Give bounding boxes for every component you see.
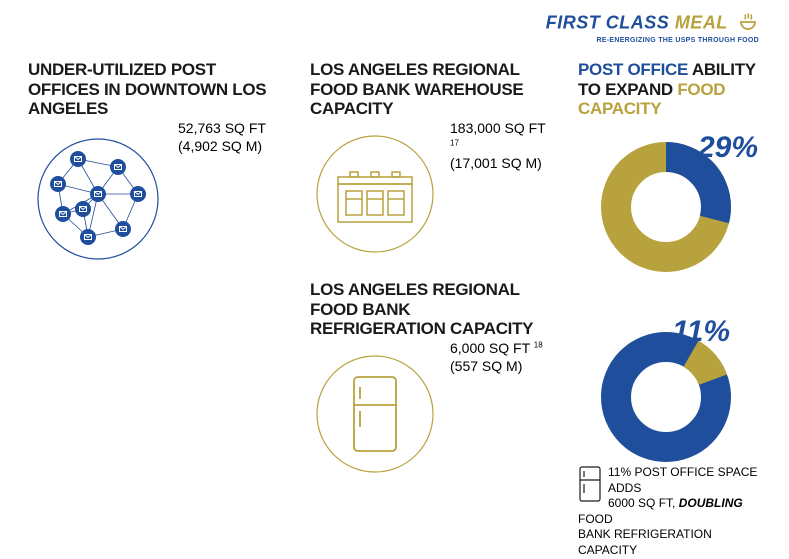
brand-tagline: RE-ENERGIZING THE USPS THROUGH FOOD (546, 37, 759, 44)
section-title: LOS ANGELES REGIONAL FOOD BANK WAREHOUSE… (310, 60, 550, 119)
donut-chart-11: 11% (596, 327, 736, 467)
brand-title: FIRST CLASS MEAL (546, 10, 759, 37)
section-expand-capacity: POST OFFICE ABILITY TO EXPAND FOOD CAPAC… (578, 60, 768, 467)
donut-pct-label: 29% (698, 131, 758, 165)
section-title: UNDER-UTILIZED POST OFFICES IN DOWNTOWN … (28, 60, 268, 119)
footnote: 11% POST OFFICE SPACE ADDS 6000 SQ FT, D… (578, 465, 773, 559)
footnote-line3: BANK REFRIGERATION CAPACITY (578, 527, 712, 557)
section-warehouse: LOS ANGELES REGIONAL FOOD BANK WAREHOUSE… (310, 60, 550, 264)
footnote-line2c: DOUBLING (679, 496, 743, 510)
brand-part2: MEAL (675, 12, 728, 32)
fridge-small-icon (578, 465, 602, 508)
section-refrigeration: LOS ANGELES REGIONAL FOOD BANK REFRIGERA… (310, 280, 550, 484)
stat-block: 183,000 SQ FT 17 (17,001 SQ M) (450, 120, 550, 173)
stat-line1: 183,000 SQ FT 17 (450, 120, 550, 155)
stat-line2: (4,902 SQ M) (178, 138, 266, 156)
brand-header: FIRST CLASS MEAL RE-ENERGIZING THE USPS … (546, 10, 759, 44)
brand-part1: FIRST CLASS (546, 12, 675, 32)
footnote-line1: 11% POST OFFICE SPACE ADDS (608, 465, 757, 495)
stat-line2: (17,001 SQ M) (450, 155, 550, 173)
meal-bowl-icon (737, 10, 759, 37)
title-part1: POST OFFICE (578, 60, 692, 79)
stat-line2: (557 SQ M) (450, 358, 543, 376)
section-title: LOS ANGELES REGIONAL FOOD BANK REFRIGERA… (310, 280, 550, 339)
donut-chart-29: 29% (596, 137, 736, 277)
stat-sup: 17 (450, 138, 459, 147)
stat-block: 6,000 SQ FT 18 (557 SQ M) (450, 340, 543, 375)
stat-block: 52,763 SQ FT (4,902 SQ M) (178, 120, 266, 155)
footnote-line2a: 6000 SQ FT (608, 496, 672, 510)
stat-sup: 18 (534, 340, 543, 349)
section-post-offices: UNDER-UTILIZED POST OFFICES IN DOWNTOWN … (28, 60, 268, 274)
donut-pct-label: 11% (672, 315, 730, 349)
footnote-line2b: , (672, 496, 679, 510)
stat-line1: 52,763 SQ FT (178, 120, 266, 138)
stat-line1: 6,000 SQ FT 18 (450, 340, 543, 358)
section-title: POST OFFICE ABILITY TO EXPAND FOOD CAPAC… (578, 60, 768, 119)
stat-text: 183,000 SQ FT (450, 120, 545, 136)
footnote-line2d: FOOD (578, 512, 613, 526)
stat-text: 6,000 SQ FT (450, 340, 534, 356)
